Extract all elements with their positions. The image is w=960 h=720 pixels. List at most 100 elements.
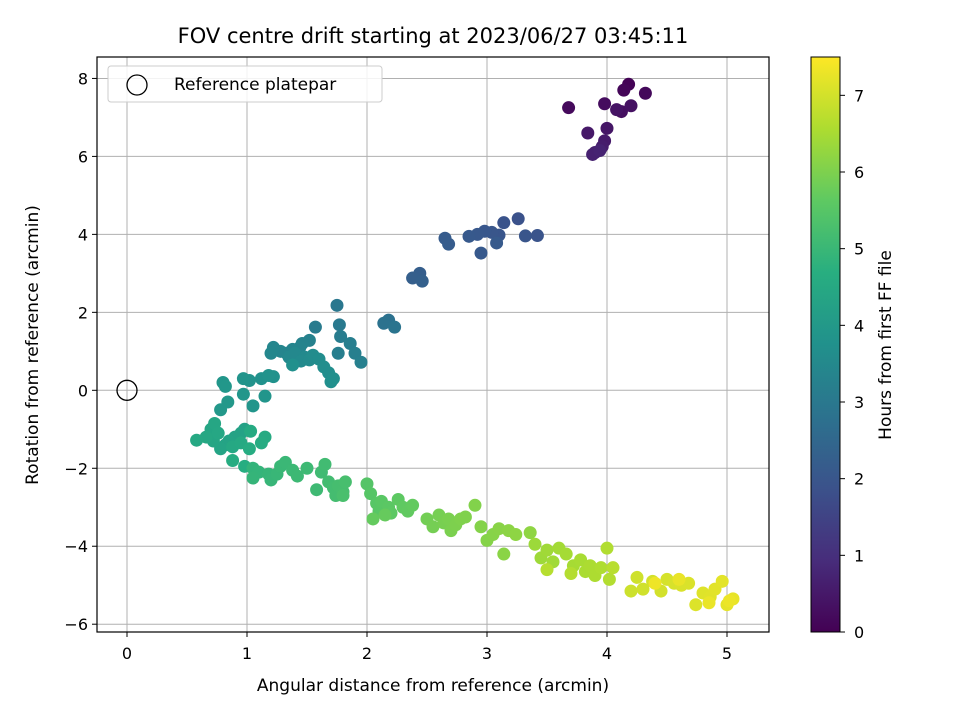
legend: Reference platepar	[107, 65, 383, 103]
scatter-point	[242, 442, 256, 456]
scatter-point	[262, 368, 276, 382]
scatter-point	[426, 520, 440, 534]
scatter-point	[388, 320, 402, 334]
y-axis-label: Rotation from reference (arcmin)	[23, 205, 43, 485]
scatter-point	[415, 274, 429, 288]
scatter-point	[593, 144, 607, 158]
scatter-point	[221, 395, 235, 409]
legend-label: Reference platepar	[174, 75, 336, 95]
data-points	[190, 77, 740, 612]
colorbar-tick-label: 4	[854, 316, 864, 335]
y-tick-label: −2	[64, 459, 88, 478]
scatter-point	[254, 436, 268, 450]
plot-frame	[96, 56, 770, 633]
scatter-point	[336, 489, 350, 503]
scatter-point	[258, 389, 272, 403]
scatter-point	[600, 121, 614, 135]
x-tick-label: 1	[242, 644, 252, 663]
scatter-point	[366, 512, 380, 526]
colorbar: 0 1 2 3 4 5 6 7 Hours from first FF file	[810, 56, 896, 642]
y-tick-label: 8	[78, 69, 88, 88]
scatter-point	[624, 584, 638, 598]
plot-grid	[97, 57, 769, 632]
scatter-point	[308, 320, 322, 334]
colorbar-tick-label: 5	[854, 240, 864, 259]
scatter-point	[246, 471, 260, 485]
scatter-point	[630, 570, 644, 584]
scatter-point	[326, 372, 340, 386]
colorbar-gradient	[810, 56, 841, 633]
colorbar-label: Hours from first FF file	[876, 250, 896, 440]
scatter-point	[218, 379, 232, 393]
x-axis-label: Angular distance from reference (arcmin)	[257, 676, 609, 696]
scatter-point	[583, 559, 597, 573]
scatter-point	[530, 229, 544, 243]
scatter-point	[523, 526, 537, 540]
scatter-point	[564, 567, 578, 581]
chart-title: FOV centre drift starting at 2023/06/27 …	[178, 24, 689, 48]
scatter-point	[264, 346, 278, 360]
scatter-point	[244, 424, 258, 438]
scatter-point	[600, 541, 614, 555]
scatter-point	[378, 508, 392, 522]
scatter-point	[300, 461, 314, 475]
scatter-point	[332, 318, 346, 332]
scatter-point	[190, 433, 204, 447]
scatter-point	[354, 355, 368, 369]
scatter-point	[574, 553, 588, 567]
scatter-point	[624, 99, 638, 113]
axis-ticks: 0 1 2 3 4 5 −6 −4 −2 0 2 4 6 8	[64, 69, 732, 663]
colorbar-tick-label: 1	[854, 546, 864, 565]
x-tick-label: 3	[482, 644, 492, 663]
scatter-point	[722, 594, 736, 608]
colorbar-ticks: 0 1 2 3 4 5 6 7	[840, 86, 864, 642]
scatter-point	[226, 453, 240, 467]
scatter-point	[442, 237, 456, 251]
colorbar-tick-label: 3	[854, 393, 864, 412]
scatter-point	[236, 372, 250, 386]
y-tick-label: −6	[64, 615, 88, 634]
scatter-point	[540, 543, 554, 557]
x-tick-label: 0	[122, 644, 132, 663]
scatter-point	[702, 596, 716, 610]
colorbar-tick-label: 0	[854, 623, 864, 642]
scatter-point	[497, 216, 511, 230]
scatter-point	[617, 83, 631, 97]
colorbar-tick-label: 6	[854, 163, 864, 182]
scatter-point	[360, 477, 374, 491]
legend-box	[107, 65, 383, 103]
scatter-point	[559, 547, 573, 561]
scatter-point	[610, 103, 624, 117]
scatter-point	[490, 236, 504, 250]
scatter-point	[638, 86, 652, 100]
scatter-point	[208, 416, 222, 430]
scatter-point	[343, 337, 357, 351]
scatter-point	[562, 101, 576, 115]
scatter-point	[334, 330, 348, 344]
scatter-point	[509, 528, 523, 542]
reference-point-marker	[116, 379, 138, 401]
scatter-point	[462, 229, 476, 243]
x-tick-label: 5	[722, 644, 732, 663]
colorbar-tick-label: 7	[854, 86, 864, 105]
scatter-point	[636, 582, 650, 596]
scatter-point	[474, 520, 488, 534]
scatter-point	[406, 498, 420, 512]
y-tick-label: 4	[78, 225, 88, 244]
scatter-point	[458, 510, 472, 524]
scatter-point	[598, 97, 612, 111]
legend-marker-open-circle	[126, 74, 148, 96]
scatter-point	[468, 498, 482, 512]
scatter-point	[330, 298, 344, 312]
scatter-point	[211, 426, 225, 440]
scatter-point	[377, 316, 391, 330]
scatter-point	[474, 246, 488, 260]
scatter-point	[581, 126, 595, 140]
scatter-point	[497, 547, 511, 561]
y-tick-label: 6	[78, 147, 88, 166]
scatter-point	[236, 387, 250, 401]
scatter-point	[540, 563, 554, 577]
scatter-point	[286, 358, 300, 372]
